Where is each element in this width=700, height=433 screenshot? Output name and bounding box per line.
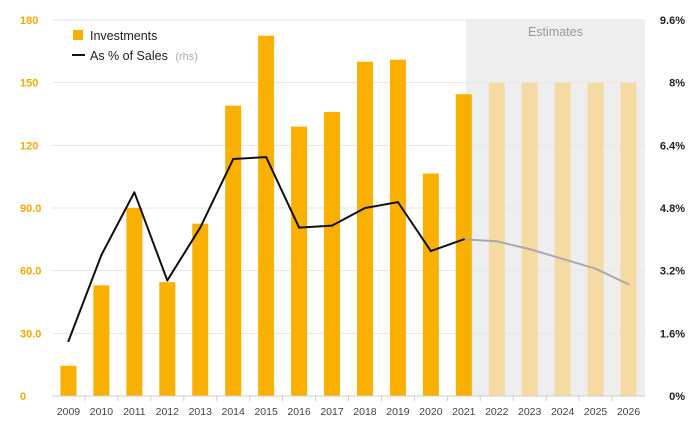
point-2019 — [396, 201, 399, 204]
legend-investments-label: Investments — [90, 29, 157, 43]
legend: Investments As % of Sales (rhs) — [72, 29, 198, 63]
point-2021 — [462, 238, 465, 241]
y-tick-right: 1.6% — [660, 328, 685, 340]
y-tick-right: 8% — [669, 78, 685, 90]
y-tick-right: 4.8% — [660, 203, 685, 215]
point-2013 — [199, 226, 202, 229]
x-tick-2022: 2022 — [485, 406, 509, 418]
legend-pct-sales-label: As % of Sales (rhs) — [90, 49, 198, 63]
x-tick-2010: 2010 — [90, 406, 114, 418]
x-tick-2015: 2015 — [254, 406, 278, 418]
x-tick-2021: 2021 — [452, 406, 476, 418]
point-2014 — [232, 158, 235, 161]
x-tick-2016: 2016 — [287, 406, 311, 418]
x-tick-2026: 2026 — [617, 406, 641, 418]
bar-2024 — [554, 82, 571, 397]
bar-2017 — [324, 111, 341, 397]
bar-2012 — [159, 282, 176, 396]
y-tick-left: 60.0 — [20, 266, 41, 278]
point-2017 — [331, 224, 334, 227]
x-tick-2020: 2020 — [419, 406, 443, 418]
right-axis: 0% 1.6% 3.2% 4.8% 6.4% 8% 9.6% — [660, 15, 685, 403]
x-tick-2024: 2024 — [551, 406, 575, 418]
point-2020 — [429, 250, 432, 253]
left-axis: 0 30.0 60.0 90.0 120 150 180 — [20, 15, 41, 403]
bar-2021 — [455, 94, 472, 397]
x-axis: 2009 2010 2011 2012 2013 2014 2015 2016 2017 2018… — [57, 396, 641, 418]
x-tick-2012: 2012 — [156, 406, 180, 418]
point-2010 — [100, 254, 103, 256]
y-tick-left: 90.0 — [20, 203, 41, 215]
estimates-label: Estimates — [528, 25, 583, 39]
point-2024 — [561, 257, 564, 260]
bar-2026 — [620, 82, 637, 397]
y-tick-right: 0% — [669, 391, 685, 403]
grid — [52, 19, 645, 334]
x-tick-2023: 2023 — [518, 406, 542, 418]
bar-2018 — [356, 61, 373, 397]
x-tick-2011: 2011 — [123, 406, 146, 418]
y-tick-left: 180 — [20, 15, 38, 27]
x-tick-2019: 2019 — [386, 406, 410, 418]
y-tick-left: 0 — [20, 391, 26, 403]
bar-2020 — [422, 173, 439, 396]
point-2026 — [627, 283, 630, 286]
y-tick-left: 30.0 — [20, 328, 41, 340]
x-tick-2025: 2025 — [584, 406, 608, 418]
bar-2011 — [126, 208, 143, 396]
bar-2015 — [258, 35, 275, 397]
legend-pct-sales-suffix: (rhs) — [175, 51, 198, 63]
legend-pct-sales-name: As % of Sales — [90, 49, 168, 63]
bar-2016 — [291, 126, 308, 397]
line-series — [67, 156, 630, 343]
x-tick-2014: 2014 — [222, 406, 246, 418]
point-2025 — [594, 267, 597, 270]
x-tick-2017: 2017 — [320, 406, 344, 418]
point-2023 — [528, 248, 531, 251]
bar-2010 — [93, 285, 110, 396]
bar-2019 — [389, 59, 406, 396]
y-tick-right: 9.6% — [660, 15, 685, 27]
point-2009 — [67, 340, 70, 343]
point-2022 — [495, 240, 498, 243]
y-tick-right: 6.4% — [660, 140, 685, 152]
bar-2013 — [192, 223, 209, 396]
point-2015 — [265, 156, 268, 159]
point-2012 — [166, 279, 169, 282]
bar-2022 — [488, 82, 505, 397]
bar-2025 — [587, 82, 604, 397]
y-tick-left: 120 — [20, 140, 38, 152]
x-tick-2018: 2018 — [353, 406, 377, 418]
point-2018 — [363, 207, 366, 209]
point-2016 — [298, 226, 301, 229]
x-tick-2009: 2009 — [57, 406, 81, 418]
x-tick-2013: 2013 — [189, 406, 213, 418]
point-2011 — [133, 191, 136, 194]
bar-2014 — [225, 105, 242, 397]
y-tick-right: 3.2% — [660, 266, 685, 278]
bar-2009 — [60, 365, 77, 396]
line-pct-sales-estimate — [463, 238, 629, 286]
y-tick-left: 150 — [20, 78, 38, 90]
bars — [60, 35, 637, 397]
legend-investments-swatch — [73, 30, 83, 40]
bar-2023 — [521, 82, 538, 397]
